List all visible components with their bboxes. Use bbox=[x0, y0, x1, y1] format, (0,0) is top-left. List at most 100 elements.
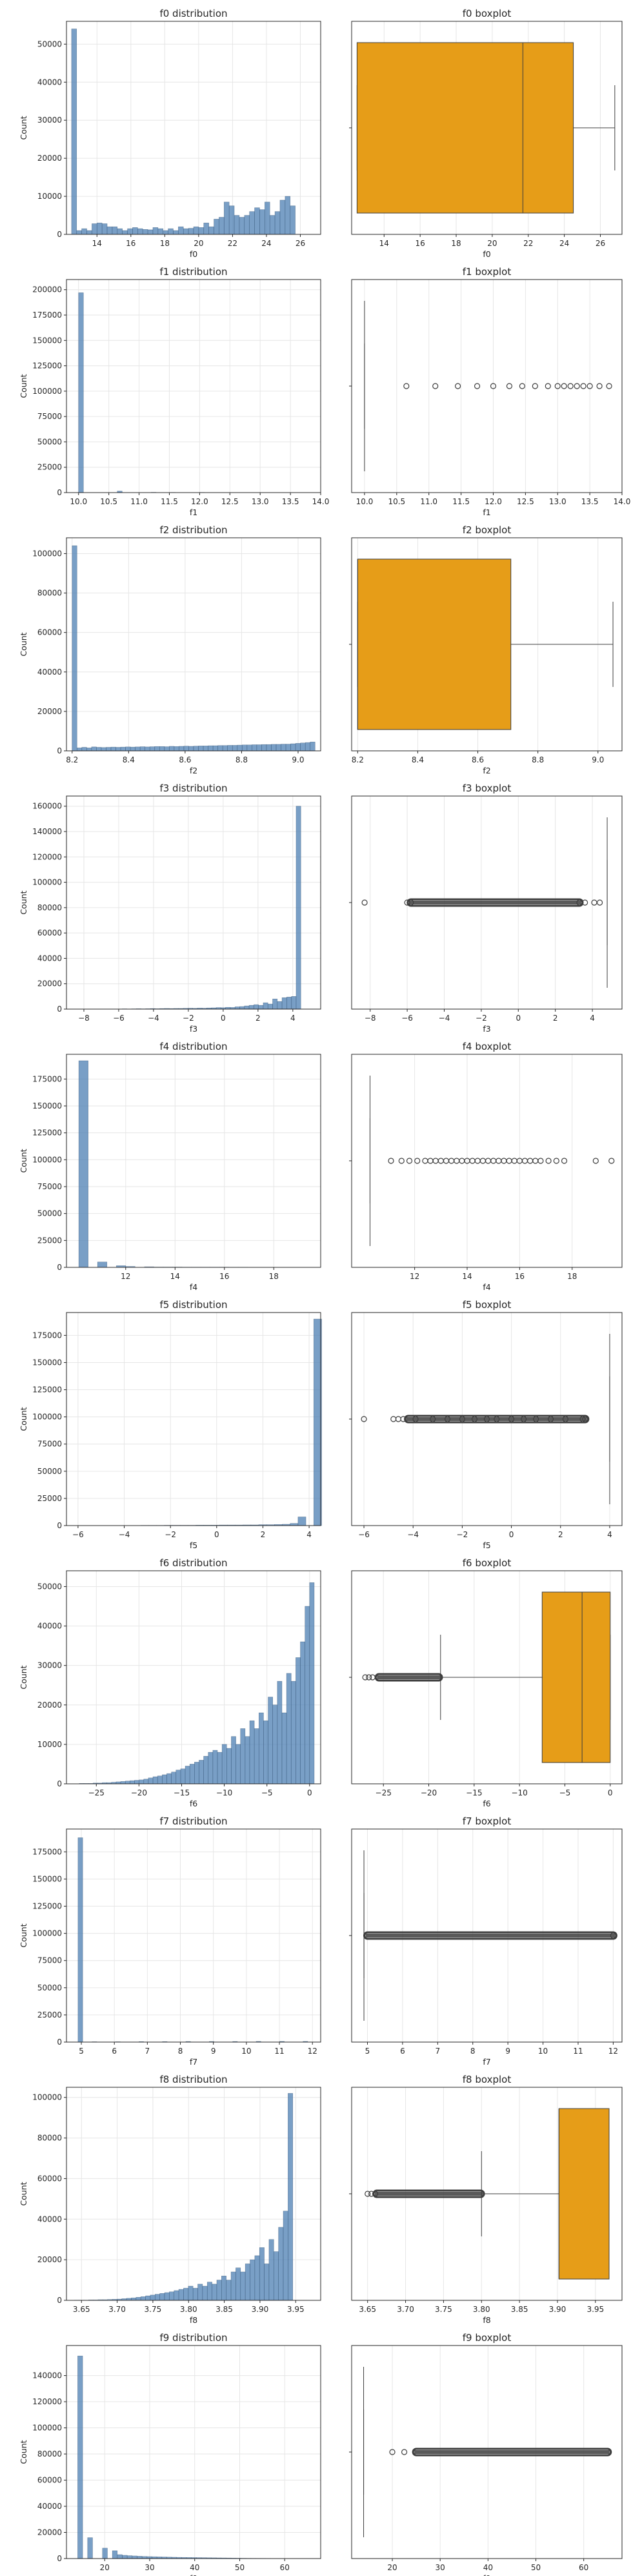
histogram-bar bbox=[300, 1641, 305, 1784]
y-tick-label: 50000 bbox=[37, 1209, 62, 1218]
outlier-point bbox=[494, 1416, 500, 1422]
histogram-bar bbox=[272, 1704, 278, 1784]
histogram-bar bbox=[297, 1517, 306, 1526]
y-tick-label: 30000 bbox=[37, 1661, 62, 1670]
y-tick-label: 50000 bbox=[37, 1467, 62, 1476]
x-tick-label: 3.95 bbox=[287, 2305, 305, 2314]
x-tick-label: 9 bbox=[505, 2047, 510, 2056]
y-tick-label: 120000 bbox=[32, 852, 62, 861]
y-tick-label: 120000 bbox=[32, 2397, 62, 2406]
y-tick-label: 75000 bbox=[37, 412, 62, 421]
histogram-bar bbox=[258, 1005, 264, 1010]
y-tick-label: 150000 bbox=[32, 1101, 62, 1110]
outlier-point bbox=[561, 1158, 568, 1164]
histogram-bar bbox=[97, 1262, 108, 1268]
histogram-bar bbox=[125, 746, 131, 751]
chart-title: f8 boxplot bbox=[463, 2074, 512, 2085]
x-tick-label: 3.95 bbox=[587, 2305, 604, 2314]
histogram-bar bbox=[130, 1780, 135, 1784]
histogram-bar bbox=[290, 205, 296, 235]
outlier-point bbox=[519, 383, 525, 389]
x-axis-label: f3 bbox=[483, 1024, 490, 1034]
x-tick-label: 13.0 bbox=[549, 497, 567, 506]
y-tick-label: 50000 bbox=[37, 437, 62, 446]
x-tick-label: 3.75 bbox=[145, 2305, 162, 2314]
x-axis-label: f4 bbox=[190, 1282, 197, 1292]
histogram-bar bbox=[86, 748, 92, 751]
outlier-point bbox=[501, 1158, 507, 1164]
y-tick-label: 0 bbox=[57, 488, 62, 497]
outlier-point bbox=[365, 2191, 371, 2197]
histogram-bar bbox=[72, 545, 77, 751]
y-tick-label: 60000 bbox=[37, 2174, 62, 2183]
outlier-point bbox=[574, 383, 580, 389]
x-tick-label: 3.70 bbox=[397, 2305, 414, 2314]
x-tick-label: 8.8 bbox=[532, 755, 544, 764]
outlier-point bbox=[474, 383, 481, 389]
outlier-point bbox=[554, 383, 561, 389]
chart-title: f6 distribution bbox=[159, 1557, 227, 1569]
histogram-bar bbox=[120, 746, 126, 751]
outlier-point bbox=[406, 1158, 413, 1164]
x-axis-label: f2 bbox=[190, 766, 197, 775]
y-tick-label: 175000 bbox=[32, 1074, 62, 1083]
y-tick-label: 175000 bbox=[32, 1847, 62, 1856]
outlier-point bbox=[576, 899, 583, 906]
histogram-bar bbox=[222, 745, 228, 751]
outlier-point bbox=[561, 383, 567, 389]
histogram-bar bbox=[188, 228, 194, 235]
chart-panel-f8-boxplot: f8 boxplot 3.65 3.70 3.75 3.80 3.85 3.90 3.95 f8 bbox=[349, 2074, 623, 2325]
histogram-bar bbox=[240, 1728, 246, 1784]
axes-frame bbox=[351, 279, 623, 493]
chart-title: f8 distribution bbox=[159, 2074, 227, 2085]
y-tick-label: 20000 bbox=[37, 979, 62, 988]
y-axis-label: Count bbox=[19, 1407, 28, 1431]
x-axis-label: f8 bbox=[190, 2315, 197, 2325]
histogram-bar bbox=[226, 2280, 232, 2301]
x-axis-label: f8 bbox=[483, 2315, 490, 2325]
histogram-bar bbox=[148, 1777, 154, 1784]
histogram-bar bbox=[295, 743, 301, 751]
y-axis-label: Count bbox=[19, 374, 28, 398]
histogram-bar bbox=[214, 219, 219, 235]
chart-title: f3 boxplot bbox=[463, 782, 512, 794]
histogram-bar bbox=[273, 2251, 279, 2301]
histogram-bar bbox=[140, 2296, 146, 2301]
histogram-bar bbox=[169, 746, 175, 751]
y-tick-label: 40000 bbox=[37, 954, 62, 963]
y-tick-label: 30000 bbox=[37, 116, 62, 125]
histogram-bar bbox=[180, 1768, 186, 1784]
x-axis-label: f7 bbox=[190, 2057, 197, 2067]
x-axis-label: f6 bbox=[483, 1799, 490, 1808]
histogram-bar bbox=[112, 226, 118, 235]
outlier-point bbox=[432, 383, 439, 389]
x-tick-label: 10 bbox=[241, 2047, 251, 2056]
x-tick-label: 11.0 bbox=[420, 497, 437, 506]
chart-title: f9 distribution bbox=[159, 2332, 227, 2344]
y-tick-label: 0 bbox=[57, 746, 62, 755]
x-tick-label: 12.5 bbox=[221, 497, 239, 506]
outlier-point bbox=[455, 383, 461, 389]
chart-title: f5 distribution bbox=[159, 1299, 227, 1311]
chart-panel-f6-distribution: f6 distribution 0 10000 20000 30000 40000 5000… bbox=[19, 1557, 321, 1808]
histogram-bar bbox=[106, 747, 112, 751]
histogram-bar bbox=[132, 2555, 137, 2559]
box-iqr bbox=[357, 558, 512, 730]
histogram-bar bbox=[276, 744, 281, 751]
x-tick-label: 6 bbox=[400, 2047, 405, 2056]
x-tick-label: 8.6 bbox=[472, 755, 484, 764]
outlier-point bbox=[511, 1158, 517, 1164]
y-tick-label: 40000 bbox=[37, 2214, 62, 2223]
histogram-bar bbox=[101, 223, 108, 235]
y-tick-label: 100000 bbox=[32, 549, 62, 558]
y-axis-label: Count bbox=[19, 2440, 28, 2464]
outlier-point bbox=[532, 383, 538, 389]
histogram-bar bbox=[231, 1736, 236, 1784]
axes-frame bbox=[66, 795, 321, 1010]
histogram-bar bbox=[249, 211, 255, 235]
histogram-bar bbox=[86, 230, 92, 235]
histogram-bar bbox=[81, 747, 87, 751]
x-tick-label: 7 bbox=[435, 2047, 440, 2056]
x-tick-label: 3.80 bbox=[473, 2305, 490, 2314]
x-tick-label: 11 bbox=[573, 2047, 583, 2056]
